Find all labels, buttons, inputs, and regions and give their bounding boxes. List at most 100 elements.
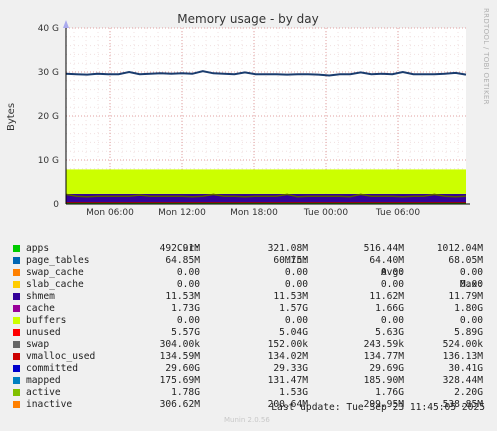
- legend-name: unused: [26, 327, 61, 338]
- legend-max: 1.80G: [454, 303, 483, 314]
- legend-name: swap_cache: [26, 267, 84, 278]
- series-lines: [65, 70, 467, 204]
- legend-cur: 5.57G: [171, 327, 200, 338]
- legend-avg: 0.00: [380, 315, 404, 326]
- legend-avg: 0.00: [380, 279, 404, 290]
- legend-name: slab_cache: [26, 279, 84, 290]
- legend-min: 0.00: [284, 315, 308, 326]
- legend-avg: 11.62M: [369, 291, 404, 302]
- x-tick-label: Mon 12:00: [158, 208, 206, 218]
- y-tick-label: 0: [53, 200, 59, 210]
- legend-max: 2.20G: [454, 387, 483, 398]
- legend-min: 152.00k: [267, 339, 308, 350]
- y-tick-label: 40 G: [38, 24, 59, 34]
- legend-min: 321.08M: [267, 243, 308, 254]
- legend-row-mapped: mapped 175.69M 131.47M 185.90M 328.44M: [0, 375, 497, 387]
- legend-min: 134.02M: [267, 351, 308, 362]
- header-cur: Cur:: [176, 243, 200, 254]
- legend-row-apps: apps 492.91M 321.08M 516.44M 1012.04M: [0, 243, 497, 255]
- legend-name: page_tables: [26, 255, 90, 266]
- legend-name: committed: [26, 363, 78, 374]
- legend-row-buffers: buffers 0.00 0.00 0.00 0.00: [0, 315, 497, 327]
- area-cache: [66, 193, 466, 202]
- legend-cur: 0.00: [176, 315, 200, 326]
- legend-cur: 1.73G: [171, 303, 200, 314]
- legend-swatch: [13, 353, 20, 360]
- legend-name: shmem: [26, 291, 55, 302]
- legend-row-slab-cache: slab_cache 0.00 0.00 0.00 0.00: [0, 279, 497, 291]
- legend-avg: 299.95M: [363, 399, 404, 410]
- legend-min: 0.00: [284, 267, 308, 278]
- legend-name: inactive: [26, 399, 73, 410]
- legend-max: 328.44M: [442, 375, 483, 386]
- legend-swatch: [13, 377, 20, 384]
- legend-name: active: [26, 387, 61, 398]
- active-line: [65, 193, 467, 198]
- legend-avg: 516.44M: [363, 243, 404, 254]
- legend-max: 0.00: [459, 315, 483, 326]
- y-tick-label: 10 G: [38, 156, 59, 166]
- legend-avg: 5.63G: [375, 327, 404, 338]
- legend-max: 0.00: [459, 267, 483, 278]
- legend-min: 11.53M: [273, 291, 308, 302]
- legend-min: 200.64M: [267, 399, 308, 410]
- legend-min: 1.53G: [279, 387, 308, 398]
- legend-row-page-tables: page_tables 64.85M 60.75M 64.40M 68.05M: [0, 255, 497, 267]
- legend-cur: 492.91M: [159, 243, 200, 254]
- legend-row-swap: swap 304.00k 152.00k 243.59k 524.00k: [0, 339, 497, 351]
- legend-swatch: [13, 401, 20, 408]
- legend-min: 5.04G: [279, 327, 308, 338]
- x-tick-label: Mon 06:00: [86, 208, 134, 218]
- legend-row-inactive: inactive 306.62M 200.64M 299.95M 538.85M: [0, 399, 497, 411]
- legend-avg: 243.59k: [363, 339, 404, 350]
- y-axis-arrow: [63, 20, 69, 28]
- legend-cur: 0.00: [176, 279, 200, 290]
- y-tick-label: 30 G: [38, 68, 59, 78]
- legend-min: 60.75M: [273, 255, 308, 266]
- rrdtool-watermark: RRDTOOL / TOBI OETIKER: [482, 8, 490, 105]
- munin-footer: Munin 2.0.56: [224, 416, 270, 424]
- grid: [66, 27, 466, 205]
- legend-cur: 304.00k: [159, 339, 200, 350]
- legend-swatch: [13, 269, 20, 276]
- legend-swatch: [13, 257, 20, 264]
- legend-swatch: [13, 389, 20, 396]
- legend-avg: 64.40M: [369, 255, 404, 266]
- legend-max: 524.00k: [442, 339, 483, 350]
- legend-row-vmalloc-used: vmalloc_used 134.59M 134.02M 134.77M 136.13M: [0, 351, 497, 363]
- y-axis-label: Bytes: [6, 103, 17, 131]
- x-tick-label: Mon 18:00: [230, 208, 278, 218]
- legend-name: mapped: [26, 375, 61, 386]
- legend-cur: 175.69M: [159, 375, 200, 386]
- y-axis-ticks: 0 10 G 20 G 30 G 40 G: [38, 24, 60, 210]
- legend-name: swap: [26, 339, 50, 350]
- legend-avg: 134.77M: [363, 351, 404, 362]
- committed-line: [65, 70, 467, 77]
- legend-cur: 29.60G: [165, 363, 200, 374]
- x-tick-label: Tue 06:00: [375, 208, 420, 218]
- area-shmem: [66, 201, 466, 203]
- last-update: Last update: Tue Sep 23 11:45:05 2025: [271, 402, 485, 413]
- legend-min: 131.47M: [267, 375, 308, 386]
- legend-swatch: [13, 317, 20, 324]
- legend-cur: 11.53M: [165, 291, 200, 302]
- legend-cur: 134.59M: [159, 351, 200, 362]
- legend-max: 0.00: [459, 279, 483, 290]
- legend-row-cache: cache 1.73G 1.57G 1.66G 1.80G: [0, 303, 497, 315]
- legend-swatch: [13, 365, 20, 372]
- legend-avg: 29.69G: [369, 363, 404, 374]
- legend-max: 136.13M: [442, 351, 483, 362]
- legend-name: apps: [26, 243, 50, 254]
- legend-row-shmem: shmem 11.53M 11.53M 11.62M 11.79M: [0, 291, 497, 303]
- legend-row-unused: unused 5.57G 5.04G 5.63G 5.89G: [0, 327, 497, 339]
- legend-cur: 64.85M: [165, 255, 200, 266]
- legend-swatch: [13, 329, 20, 336]
- legend-name: buffers: [26, 315, 67, 326]
- legend-avg: 185.90M: [363, 375, 404, 386]
- legend-max: 11.79M: [448, 291, 483, 302]
- legend-avg: 1.66G: [375, 303, 404, 314]
- legend-row-active: active 1.78G 1.53G 1.76G 2.20G: [0, 387, 497, 399]
- x-axis-ticks: Mon 06:00 Mon 12:00 Mon 18:00 Tue 00:00 Tue …: [86, 208, 420, 218]
- area-unused: [66, 169, 466, 194]
